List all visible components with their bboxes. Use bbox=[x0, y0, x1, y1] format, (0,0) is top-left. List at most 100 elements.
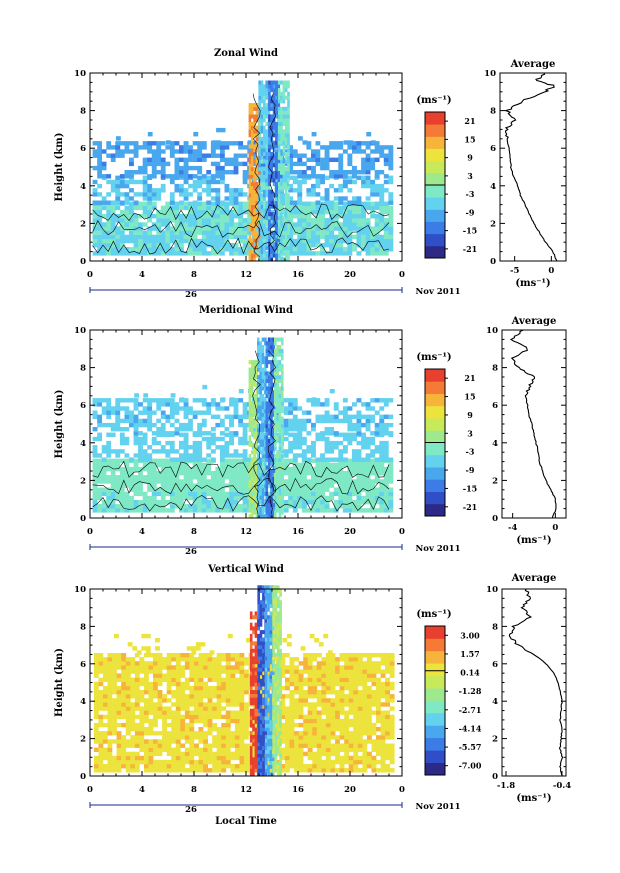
heatmap-cell bbox=[220, 251, 225, 256]
heatmap-cell bbox=[329, 183, 335, 189]
heatmap-cell bbox=[253, 133, 256, 138]
heatmap-cell bbox=[121, 743, 127, 748]
heatmap-cell bbox=[188, 427, 193, 432]
heatmap-cell bbox=[288, 230, 293, 235]
heatmap-cell bbox=[259, 367, 262, 372]
heatmap-cell bbox=[250, 238, 254, 243]
heatmap-cell bbox=[201, 402, 207, 407]
heatmap-cell bbox=[297, 200, 303, 205]
heatmap-cell bbox=[201, 495, 207, 501]
contour-line bbox=[92, 203, 390, 221]
heatmap-cell bbox=[311, 422, 316, 428]
heatmap-cell bbox=[264, 446, 267, 451]
heatmap-cell bbox=[265, 465, 269, 470]
heatmap-cell bbox=[112, 718, 117, 724]
heatmap-cell bbox=[267, 499, 271, 504]
heatmap-cell bbox=[288, 200, 293, 205]
heatmap-cell bbox=[165, 500, 171, 505]
heatmap-cell bbox=[261, 401, 265, 406]
heatmap-cell bbox=[352, 500, 357, 505]
heatmap-cell bbox=[263, 84, 266, 89]
heatmap-cell bbox=[257, 409, 260, 414]
heatmap-cell bbox=[311, 174, 316, 179]
heatmap-cell bbox=[258, 189, 261, 194]
heatmap-cell bbox=[160, 427, 166, 432]
heatmap-cell bbox=[352, 209, 357, 215]
heatmap-cell bbox=[347, 432, 353, 437]
heatmap-cell bbox=[267, 386, 271, 391]
heatmap-cell bbox=[374, 183, 380, 189]
heatmap-cell bbox=[311, 153, 316, 158]
heatmap-cell bbox=[279, 449, 284, 454]
heatmap-cell bbox=[288, 161, 293, 167]
heatmap-cell bbox=[264, 499, 267, 504]
heatmap-cell bbox=[301, 205, 307, 211]
heatmap-cell bbox=[292, 222, 298, 227]
heatmap-cell bbox=[347, 238, 353, 244]
heatmap-cell bbox=[253, 121, 256, 126]
heatmap-cell bbox=[93, 665, 99, 670]
colorbar-tick-label: 21 bbox=[464, 373, 475, 383]
heatmap-cell bbox=[292, 436, 298, 442]
heatmap-cell bbox=[287, 249, 290, 254]
heatmap-cell bbox=[278, 367, 282, 372]
heatmap-cell bbox=[148, 669, 154, 674]
heatmap-cell bbox=[352, 462, 357, 468]
heatmap-cell bbox=[238, 471, 244, 476]
heatmap-cell bbox=[97, 222, 102, 227]
heatmap-cell bbox=[265, 487, 269, 492]
heatmap-cell bbox=[116, 747, 122, 752]
heatmap-cell bbox=[257, 416, 260, 421]
heatmap-cell bbox=[238, 161, 244, 167]
heatmap-cell bbox=[119, 209, 125, 215]
heatmap-cell bbox=[329, 414, 335, 419]
heatmap-cell bbox=[107, 710, 113, 715]
heatmap-cell bbox=[272, 484, 276, 489]
heatmap-cell bbox=[134, 714, 140, 720]
heatmap-cell bbox=[147, 445, 153, 450]
heatmap-cell bbox=[144, 706, 149, 711]
heatmap-cell bbox=[142, 457, 148, 462]
heatmap-cell bbox=[119, 238, 125, 244]
heatmap-cell bbox=[151, 243, 157, 248]
heatmap-cell bbox=[324, 157, 330, 162]
heatmap-cell bbox=[248, 223, 252, 228]
heatmap-cell bbox=[93, 694, 99, 699]
heatmap-cell bbox=[153, 710, 158, 715]
heatmap-cell bbox=[277, 178, 281, 183]
heatmap-cell bbox=[311, 453, 316, 458]
heatmap-cell bbox=[129, 230, 134, 235]
heatmap-cell bbox=[115, 192, 121, 197]
heatmap-cell bbox=[119, 418, 125, 424]
heatmap-cell bbox=[179, 234, 184, 240]
heatmap-cell bbox=[115, 205, 121, 211]
heatmap-cell bbox=[374, 398, 380, 403]
heatmap-cell bbox=[165, 201, 171, 206]
heatmap-cell bbox=[224, 247, 230, 252]
heatmap-cell bbox=[92, 149, 98, 154]
heatmap-cell bbox=[263, 246, 266, 251]
heatmap-cell bbox=[333, 238, 339, 244]
heatmap-cell bbox=[301, 487, 307, 492]
heatmap-cell bbox=[365, 196, 371, 201]
heatmap-cell bbox=[188, 453, 193, 458]
heatmap-cell bbox=[278, 446, 282, 451]
heatmap-cell bbox=[324, 196, 330, 201]
heatmap-cell bbox=[347, 145, 353, 150]
heatmap-cell bbox=[144, 768, 149, 773]
heatmap-cell bbox=[242, 453, 248, 458]
heatmap-cell bbox=[324, 436, 330, 442]
heatmap-cell bbox=[229, 422, 234, 428]
heatmap-cell bbox=[264, 487, 267, 492]
heatmap-cell bbox=[257, 457, 260, 462]
heatmap-cell bbox=[347, 422, 353, 428]
heatmap-cell bbox=[288, 226, 293, 231]
heatmap-cell bbox=[224, 495, 230, 501]
heatmap-cell bbox=[388, 422, 394, 428]
heatmap-cell bbox=[112, 727, 117, 732]
heatmap-cell bbox=[263, 133, 266, 138]
heatmap-cell bbox=[281, 371, 284, 376]
average-title: Average bbox=[510, 59, 556, 70]
heatmap-cell bbox=[374, 230, 380, 235]
heatmap-cell bbox=[264, 439, 267, 444]
